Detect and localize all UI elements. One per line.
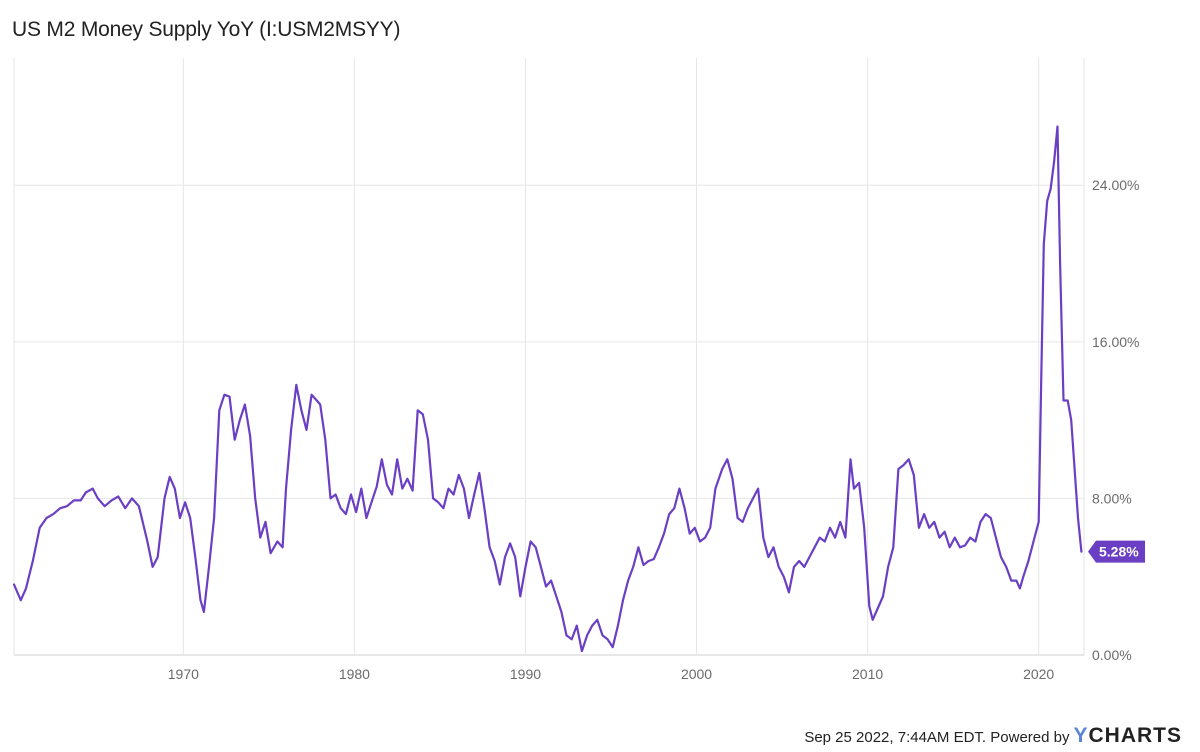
x-tick-label: 2020 xyxy=(1023,666,1054,682)
y-tick-label: 0.00% xyxy=(1092,647,1132,663)
last-value-badge-shape xyxy=(1088,540,1145,563)
y-tick-label: 8.00% xyxy=(1092,490,1132,506)
x-axis-labels: 1970 1980 1990 2000 2010 2020 xyxy=(168,666,1055,682)
x-tick-label: 1970 xyxy=(168,666,199,682)
x-tick-label: 1980 xyxy=(339,666,370,682)
last-value-badge: 5.28% xyxy=(1088,540,1145,563)
x-tick-label: 1990 xyxy=(510,666,541,682)
x-tick-label: 2010 xyxy=(852,666,883,682)
series-line-m2-yoy xyxy=(12,125,1083,653)
ycharts-logo[interactable]: YCHARTS xyxy=(1073,724,1182,748)
y-tick-label: 24.00% xyxy=(1092,177,1139,193)
line-chart: 0.00% 8.00% 16.00% 24.00% 1970 1980 1990 2000 2… xyxy=(12,58,1145,682)
x-tick-label: 2000 xyxy=(681,666,712,682)
chart-title: US M2 Money Supply YoY (I:USM2MSYY) xyxy=(12,18,401,41)
ycharts-logo-y: Y xyxy=(1073,724,1089,747)
y-axis-labels: 0.00% 8.00% 16.00% 24.00% xyxy=(1092,177,1139,663)
footer: Sep 25 2022, 7:44AM EDT. Powered by YCHA… xyxy=(804,724,1182,748)
footer-timestamp: Sep 25 2022, 7:44AM EDT. Powered by xyxy=(804,729,1070,746)
ycharts-logo-rest: CHARTS xyxy=(1088,724,1182,747)
last-value-label: 5.28% xyxy=(1099,544,1139,560)
grid-lines xyxy=(13,58,1085,656)
y-tick-label: 16.00% xyxy=(1092,334,1139,350)
